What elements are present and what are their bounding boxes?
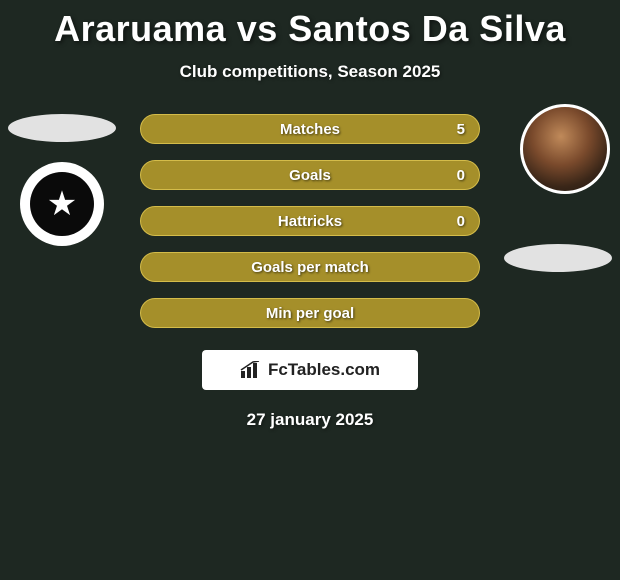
left-player-placeholder [8,114,116,142]
brand-text: FcTables.com [268,360,380,380]
stat-label: Matches [280,121,340,138]
stat-label: Goals [289,167,331,184]
stat-row-matches: Matches 5 [140,114,480,144]
stat-row-goals-per-match: Goals per match [140,252,480,282]
date-text: 27 january 2025 [0,410,620,430]
subtitle: Club competitions, Season 2025 [0,62,620,82]
bar-chart-icon [240,361,262,379]
stat-label: Min per goal [266,305,354,322]
stats-area: ★ Matches 5 Goals 0 Hattricks 0 Goals pe… [0,114,620,430]
brand-badge[interactable]: FcTables.com [202,350,418,390]
stat-value-right: 0 [457,213,465,230]
stat-rows: Matches 5 Goals 0 Hattricks 0 Goals per … [140,114,480,328]
left-club-badge: ★ [20,162,104,246]
stat-row-min-per-goal: Min per goal [140,298,480,328]
right-player-photo [520,104,610,194]
stat-label: Goals per match [251,259,369,276]
page-title: Araruama vs Santos Da Silva [0,0,620,50]
stat-value-right: 0 [457,167,465,184]
right-club-placeholder [504,244,612,272]
stat-row-hattricks: Hattricks 0 [140,206,480,236]
stat-label: Hattricks [278,213,342,230]
club-badge-inner: ★ [30,172,94,236]
stat-value-right: 5 [457,121,465,138]
star-icon: ★ [47,184,77,224]
stat-row-goals: Goals 0 [140,160,480,190]
